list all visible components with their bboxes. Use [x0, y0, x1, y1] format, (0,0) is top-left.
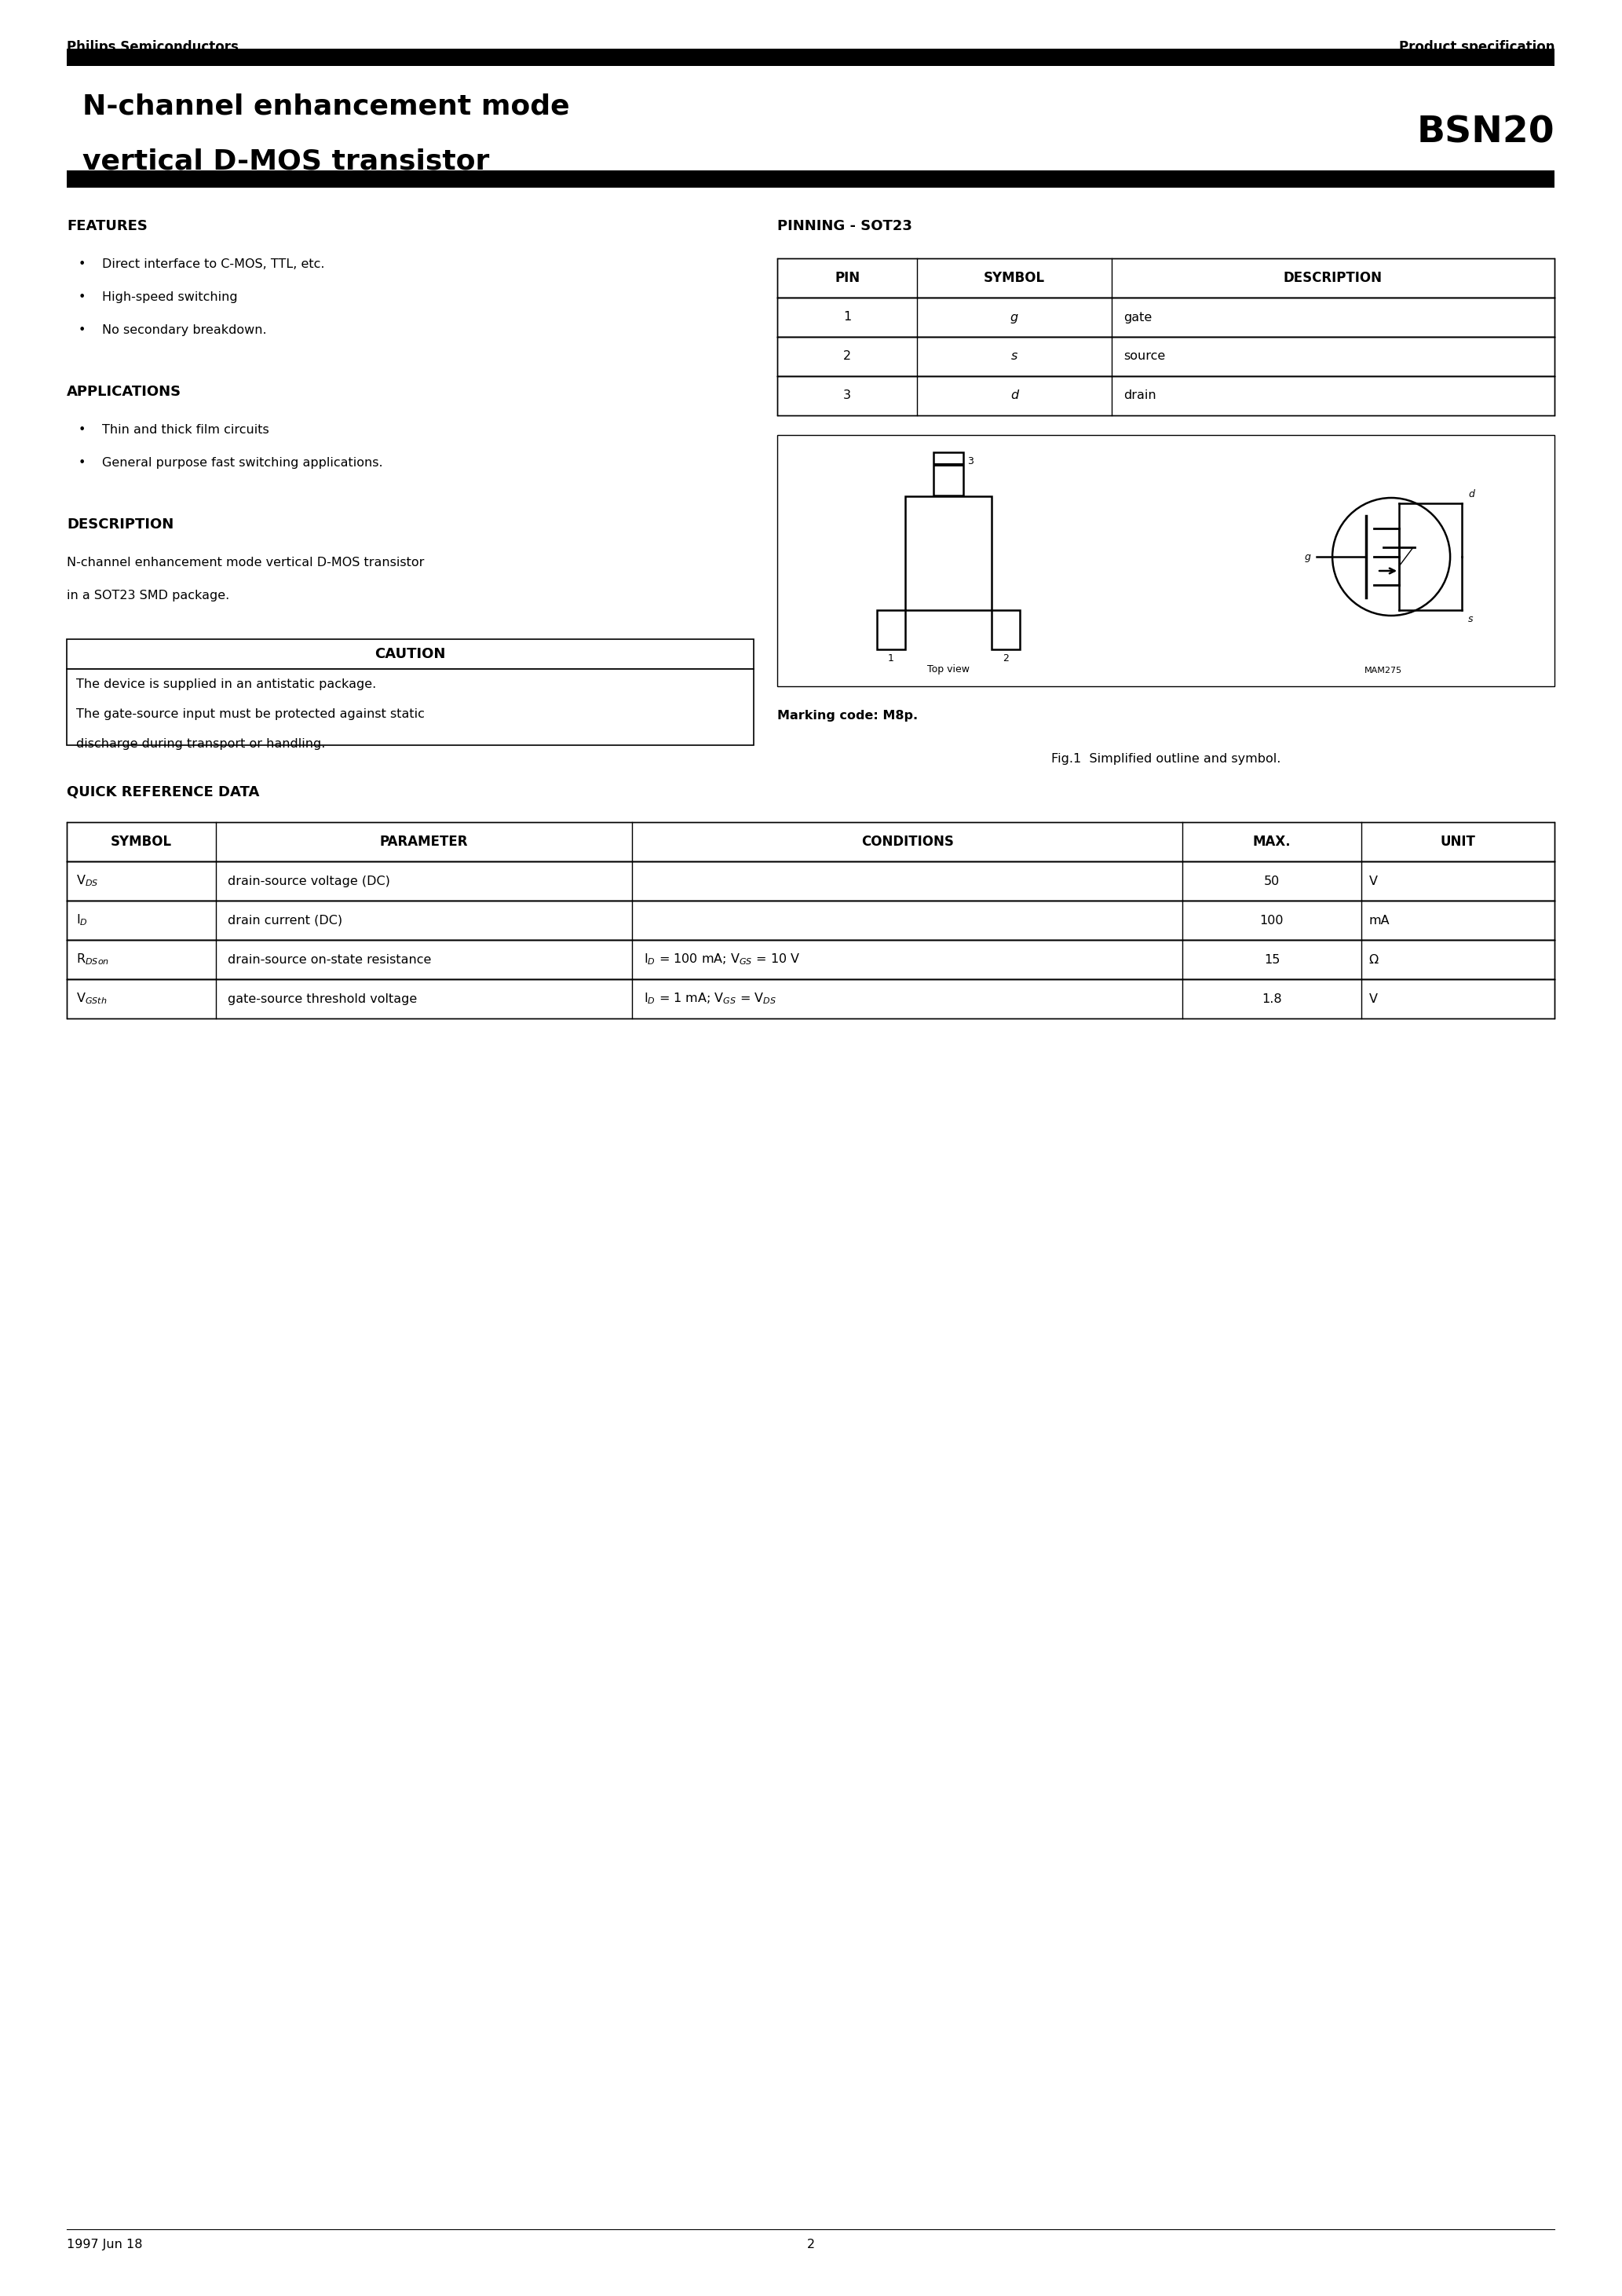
- Text: Marking code: M8p.: Marking code: M8p.: [777, 709, 918, 721]
- Bar: [777, 298, 1554, 338]
- Text: drain-source voltage (DC): drain-source voltage (DC): [227, 875, 389, 886]
- Text: vertical D-MOS transistor: vertical D-MOS transistor: [83, 149, 490, 174]
- Text: DESCRIPTION: DESCRIPTION: [67, 517, 174, 533]
- Text: MAX.: MAX.: [1252, 836, 1291, 850]
- Text: CONDITIONS: CONDITIONS: [861, 836, 954, 850]
- Text: No secondary breakdown.: No secondary breakdown.: [102, 324, 266, 335]
- Text: d: d: [1011, 390, 1019, 402]
- Text: 2: 2: [1002, 652, 1009, 664]
- Bar: [67, 900, 1554, 939]
- Text: Product specification: Product specification: [1398, 39, 1554, 55]
- Text: I$_{D}$: I$_{D}$: [76, 914, 88, 928]
- Bar: [67, 978, 1554, 1019]
- Text: N-channel enhancement mode vertical D-MOS transistor: N-channel enhancement mode vertical D-MO…: [67, 556, 425, 569]
- Text: The device is supplied in an antistatic package.: The device is supplied in an antistatic …: [76, 677, 376, 691]
- Text: R$_{DSon}$: R$_{DSon}$: [76, 953, 109, 967]
- Text: SYMBOL: SYMBOL: [110, 836, 172, 850]
- Text: •: •: [78, 259, 86, 271]
- Bar: [67, 939, 1554, 978]
- Text: in a SOT23 SMD package.: in a SOT23 SMD package.: [67, 590, 229, 602]
- Bar: [878, 611, 905, 650]
- Text: drain-source on-state resistance: drain-source on-state resistance: [227, 953, 431, 964]
- Text: PIN: PIN: [835, 271, 860, 285]
- Text: 15: 15: [1264, 953, 1280, 964]
- Bar: [67, 861, 1554, 900]
- Bar: [933, 464, 963, 466]
- Text: s: s: [1468, 613, 1473, 625]
- Text: •: •: [78, 457, 86, 468]
- Text: Thin and thick film circuits: Thin and thick film circuits: [102, 425, 269, 436]
- Text: 3: 3: [843, 390, 852, 402]
- Text: •: •: [78, 425, 86, 436]
- Bar: [777, 377, 1554, 416]
- Text: s: s: [1011, 351, 1017, 363]
- Text: I$_{D}$ = 1 mA; V$_{GS}$ = V$_{DS}$: I$_{D}$ = 1 mA; V$_{GS}$ = V$_{DS}$: [644, 992, 777, 1006]
- Text: g: g: [1304, 551, 1311, 563]
- Text: APPLICATIONS: APPLICATIONS: [67, 386, 182, 400]
- Text: 2: 2: [806, 2239, 814, 2250]
- Text: 1: 1: [843, 312, 852, 324]
- Text: Ω: Ω: [1369, 953, 1379, 964]
- Text: High-speed switching: High-speed switching: [102, 292, 237, 303]
- Text: UNIT: UNIT: [1440, 836, 1476, 850]
- Text: MAM275: MAM275: [1364, 666, 1403, 675]
- Text: 3: 3: [967, 457, 973, 466]
- Text: 100: 100: [1260, 914, 1283, 925]
- Bar: [991, 611, 1020, 650]
- Text: g: g: [1011, 312, 1019, 324]
- Bar: [777, 434, 1554, 687]
- Text: discharge during transport or handling.: discharge during transport or handling.: [76, 737, 326, 751]
- Text: General purpose fast switching applications.: General purpose fast switching applicati…: [102, 457, 383, 468]
- Text: drain: drain: [1122, 390, 1156, 402]
- Text: PINNING - SOT23: PINNING - SOT23: [777, 218, 912, 234]
- Text: BSN20: BSN20: [1416, 115, 1554, 149]
- Polygon shape: [1400, 546, 1413, 567]
- Text: 2: 2: [843, 351, 852, 363]
- Bar: [67, 638, 754, 668]
- Text: V$_{DS}$: V$_{DS}$: [76, 875, 99, 889]
- Text: I$_{D}$ = 100 mA; V$_{GS}$ = 10 V: I$_{D}$ = 100 mA; V$_{GS}$ = 10 V: [644, 953, 800, 967]
- Text: Philips Semiconductors: Philips Semiconductors: [67, 39, 238, 55]
- Text: Top view: Top view: [928, 664, 970, 675]
- Text: CAUTION: CAUTION: [375, 647, 446, 661]
- Bar: [67, 668, 754, 746]
- Text: QUICK REFERENCE DATA: QUICK REFERENCE DATA: [67, 785, 260, 799]
- Bar: [67, 48, 1554, 67]
- Text: 1.8: 1.8: [1262, 992, 1281, 1006]
- Bar: [67, 822, 1554, 861]
- Bar: [777, 259, 1554, 298]
- Bar: [777, 338, 1554, 377]
- Text: d: d: [1468, 489, 1474, 501]
- Text: V: V: [1369, 992, 1377, 1006]
- Bar: [933, 452, 963, 496]
- Text: drain current (DC): drain current (DC): [227, 914, 342, 925]
- Text: Direct interface to C-MOS, TTL, etc.: Direct interface to C-MOS, TTL, etc.: [102, 259, 324, 271]
- Text: V$_{GSth}$: V$_{GSth}$: [76, 992, 107, 1006]
- Text: V: V: [1369, 875, 1377, 886]
- Bar: [905, 496, 991, 611]
- Text: gate: gate: [1122, 312, 1152, 324]
- Text: •: •: [78, 292, 86, 303]
- Bar: [67, 170, 1554, 188]
- Text: SYMBOL: SYMBOL: [983, 271, 1045, 285]
- Text: gate-source threshold voltage: gate-source threshold voltage: [227, 992, 417, 1006]
- Text: PARAMETER: PARAMETER: [380, 836, 469, 850]
- Text: 1997 Jun 18: 1997 Jun 18: [67, 2239, 143, 2250]
- Text: •: •: [78, 324, 86, 335]
- Text: mA: mA: [1369, 914, 1390, 925]
- Text: FEATURES: FEATURES: [67, 218, 148, 234]
- Text: 50: 50: [1264, 875, 1280, 886]
- Text: source: source: [1122, 351, 1165, 363]
- Text: DESCRIPTION: DESCRIPTION: [1283, 271, 1382, 285]
- Text: 1: 1: [887, 652, 894, 664]
- Text: The gate-source input must be protected against static: The gate-source input must be protected …: [76, 707, 425, 721]
- Text: N-channel enhancement mode: N-channel enhancement mode: [83, 94, 569, 119]
- Text: Fig.1  Simplified outline and symbol.: Fig.1 Simplified outline and symbol.: [1051, 753, 1281, 765]
